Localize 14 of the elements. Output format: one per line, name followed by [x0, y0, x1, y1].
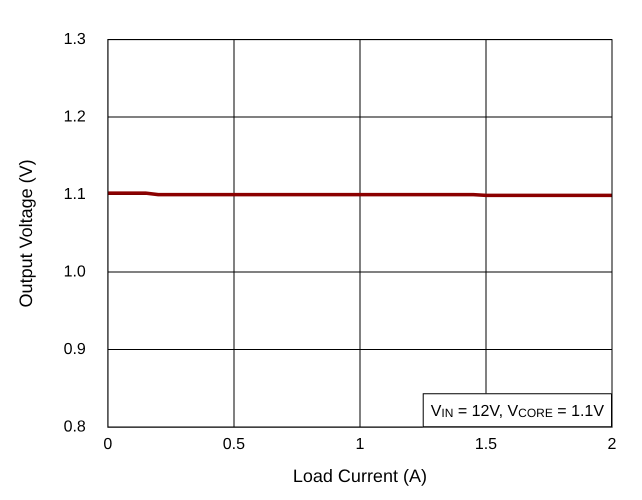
x-tick-label: 2: [608, 436, 617, 454]
y-tick-label: 1.1: [64, 186, 86, 204]
y-tick-label: 0.8: [64, 418, 86, 436]
x-tick-label: 1: [355, 436, 364, 454]
y-tick-label: 1.0: [64, 264, 86, 281]
x-tick-label: 1.5: [474, 436, 498, 454]
annotation: VIN = 12V, VCORE = 1.1V: [430, 403, 604, 420]
y-tick-label: 1.3: [64, 31, 86, 48]
x-tick-label: 0.5: [222, 436, 246, 454]
y-tick-label: 1.2: [64, 108, 86, 126]
y-axis-title: Output Voltage (V): [16, 159, 36, 308]
x-tick-label: 0: [103, 436, 112, 454]
y-tick-label: 0.9: [64, 341, 86, 358]
x-axis-title: Load Current (A): [292, 466, 427, 486]
